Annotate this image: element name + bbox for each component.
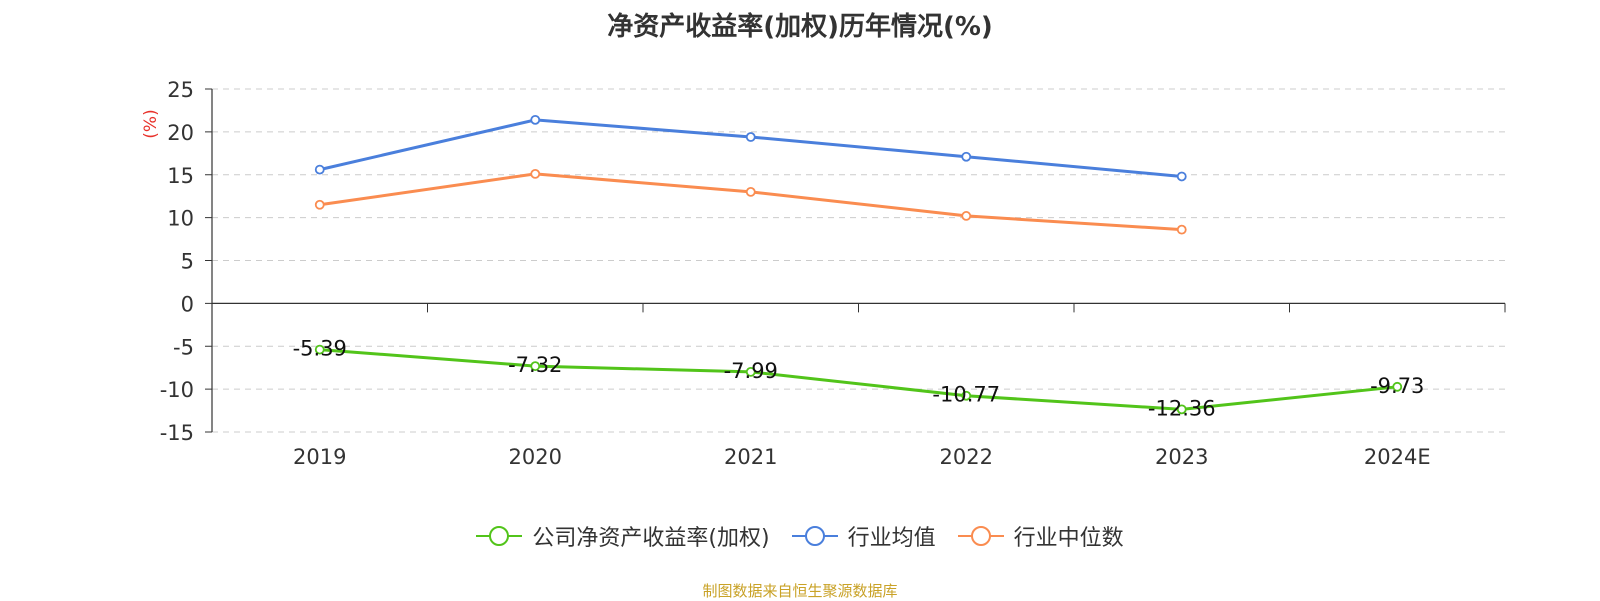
data-point [1176, 224, 1187, 235]
x-tick-label: 2022 [940, 445, 993, 469]
data-point [1392, 381, 1403, 392]
y-tick-label: -5 [173, 335, 194, 359]
series-line [319, 348, 1398, 411]
data-point [745, 366, 756, 377]
legend-item-industry-median[interactable]: 行业中位数 [957, 520, 1124, 552]
y-tick-label: 25 [167, 78, 194, 102]
legend-label: 公司净资产收益率(加权) [532, 526, 770, 551]
data-point [1176, 404, 1187, 415]
y-tick-label: 0 [181, 292, 194, 316]
data-point [1176, 171, 1187, 182]
legend-item-industry-mean[interactable]: 行业均值 [791, 520, 936, 552]
legend-marker-icon [476, 526, 523, 546]
data-point [530, 168, 541, 179]
data-label: -12.36 [1148, 396, 1216, 420]
chart-title: 净资产收益率(加权)历年情况(%) [607, 12, 993, 42]
y-tick-label: 15 [167, 164, 194, 188]
data-point [745, 132, 756, 142]
x-tick-label: 2024E [1364, 445, 1431, 469]
y-tick-label: 20 [167, 121, 194, 145]
y-tick-label: 5 [181, 250, 194, 274]
data-label: -7.32 [508, 353, 562, 377]
data-point [314, 164, 325, 175]
legend-marker-icon [957, 526, 1004, 546]
data-label: -7.99 [724, 359, 778, 383]
data-point [314, 344, 325, 355]
y-tick-label: 10 [167, 207, 194, 231]
data-point [961, 151, 972, 162]
y-tick-label: -15 [160, 421, 194, 445]
data-point [745, 186, 756, 197]
legend: 公司净资产收益率(加权) 行业均值 行业中位数 [0, 520, 1600, 552]
series-line [319, 118, 1182, 178]
x-tick-label: 2021 [724, 445, 777, 469]
y-tick-label: -10 [160, 378, 194, 402]
legend-item-company-roe[interactable]: 公司净资产收益率(加权) [476, 520, 770, 552]
x-tick-label: 2023 [1155, 445, 1208, 469]
data-point [530, 361, 541, 372]
data-label: -9.73 [1370, 374, 1424, 398]
x-tick-label: 2020 [509, 445, 562, 469]
source-note: 制图数据来自恒生聚源数据库 [702, 582, 898, 600]
x-tick-label: 2019 [293, 445, 346, 469]
legend-marker-icon [791, 526, 838, 546]
series-line [319, 172, 1182, 232]
data-label: -5.39 [293, 337, 347, 361]
data-point [314, 199, 325, 210]
data-point [961, 211, 972, 221]
data-point [530, 114, 541, 125]
data-label: -10.77 [932, 383, 1000, 407]
y-axis-label: (%) [141, 109, 161, 138]
legend-label: 行业均值 [847, 526, 936, 551]
data-point [961, 390, 972, 401]
legend-label: 行业中位数 [1013, 526, 1124, 551]
